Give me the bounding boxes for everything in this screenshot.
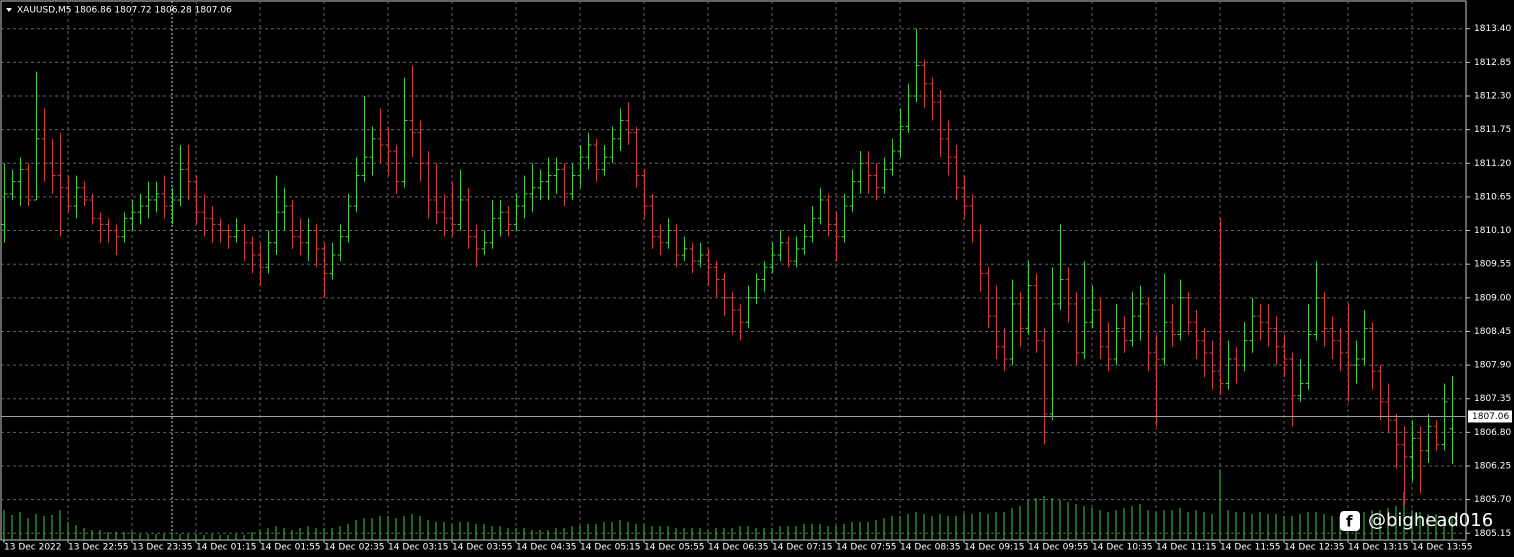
x-tick-label: 14 Dec 03:15	[388, 543, 449, 553]
y-tick-label: 1807.35	[1474, 394, 1511, 404]
y-tick-label: 1807.90	[1474, 361, 1511, 371]
x-tick-label: 14 Dec 13:55	[1412, 543, 1473, 553]
x-tick-label: 14 Dec 11:55	[1220, 543, 1281, 553]
y-tick-label: 1811.75	[1474, 125, 1511, 135]
x-tick-label: 14 Dec 10:35	[1092, 543, 1153, 553]
y-tick-label: 1811.20	[1474, 159, 1511, 169]
x-tick-label: 14 Dec 12:35	[1284, 543, 1345, 553]
x-tick-label: 14 Dec 04:35	[516, 543, 577, 553]
x-tick-label: 14 Dec 05:55	[644, 543, 705, 553]
x-tick-label: 14 Dec 01:15	[196, 543, 257, 553]
y-tick-label: 1806.80	[1474, 428, 1511, 438]
facebook-icon	[1340, 511, 1360, 531]
y-tick-label: 1806.25	[1474, 462, 1511, 472]
symbol-arrow	[6, 8, 12, 12]
watermark: f @bighead016	[1340, 510, 1493, 531]
plot-frame	[0, 0, 1467, 541]
y-tick-label: 1812.85	[1474, 58, 1511, 68]
y-tick-label: 1809.00	[1474, 293, 1511, 303]
volumes	[3, 470, 1453, 540]
x-tick-label: 14 Dec 07:55	[836, 543, 897, 553]
x-tick-label: 14 Dec 06:35	[708, 543, 769, 553]
x-tick-label: 14 Dec 02:35	[324, 543, 385, 553]
chart-title: XAUUSD,M5 1806.86 1807.72 1806.28 1807.0…	[17, 6, 232, 16]
x-tick-label: 14 Dec 03:55	[452, 543, 513, 553]
y-tick-label: 1808.45	[1474, 327, 1511, 337]
facebook-icon-letter: f	[1346, 513, 1353, 531]
x-tick-label: 13 Dec 22:55	[68, 543, 129, 553]
x-tick-label: 13 Dec 23:35	[132, 543, 193, 553]
grid	[1, 1, 1466, 540]
x-tick-label: 14 Dec 13:15	[1348, 543, 1409, 553]
watermark-text: @bighead016	[1368, 510, 1493, 531]
bid-label-box	[1468, 410, 1512, 423]
x-tick-label: 13 Dec 2022	[4, 543, 62, 553]
y-tick-label: 1810.65	[1474, 192, 1511, 202]
x-tick-label: 14 Dec 01:55	[260, 543, 321, 553]
y-tick-label: 1805.15	[1474, 529, 1511, 539]
x-tick-label: 14 Dec 05:15	[580, 543, 641, 553]
x-tick-label: 14 Dec 07:15	[772, 543, 833, 553]
x-tick-label: 14 Dec 09:15	[964, 543, 1025, 553]
y-tick-label: 1813.40	[1474, 24, 1511, 34]
y-tick-label: 1810.10	[1474, 226, 1511, 236]
x-tick-label: 14 Dec 09:55	[1028, 543, 1089, 553]
axes: 1805.15 1805.70 1806.25 1806.80 1807.35 1807.…	[1, 24, 1512, 553]
y-tick-label: 1812.30	[1474, 92, 1511, 102]
price-bars	[1, 28, 1456, 506]
x-tick-label: 14 Dec 11:15	[1156, 543, 1217, 553]
bid-label: 1807.06	[1472, 412, 1509, 422]
x-tick-label: 14 Dec 08:35	[900, 543, 961, 553]
y-tick-label: 1805.70	[1474, 495, 1511, 505]
y-tick-label: 1809.55	[1474, 260, 1511, 270]
